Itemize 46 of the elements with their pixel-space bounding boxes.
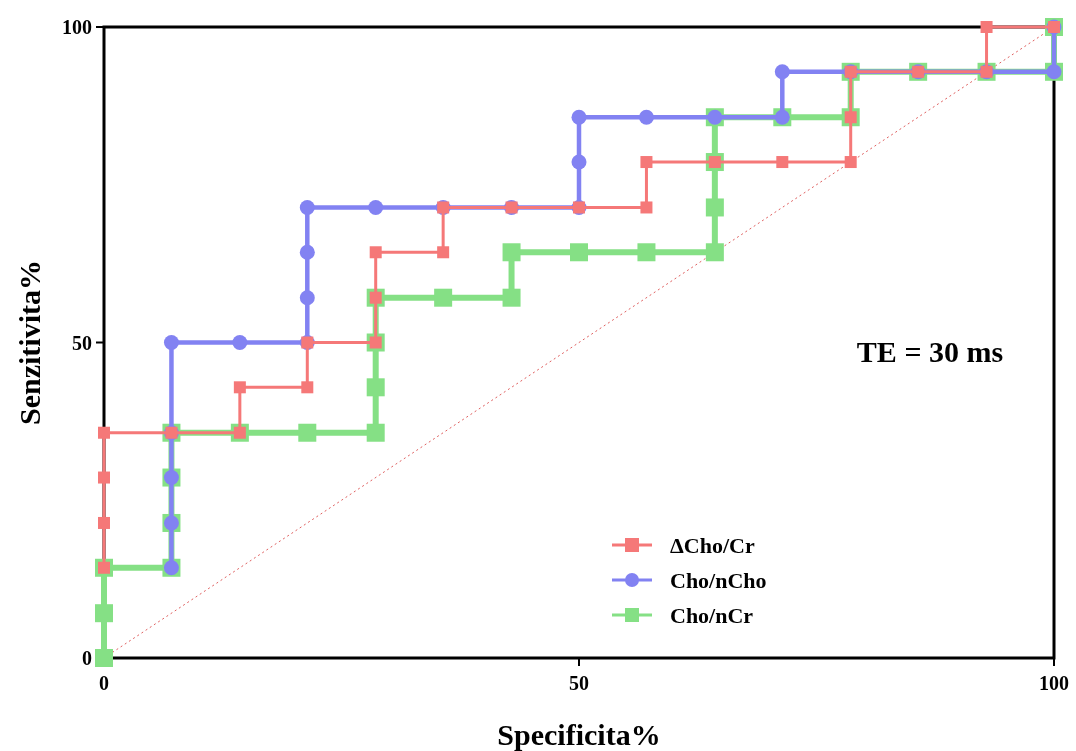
x-axis-title: Specificita% — [497, 718, 661, 751]
point — [570, 243, 588, 262]
x-tick-label: 50 — [569, 672, 589, 694]
point — [705, 198, 724, 217]
point — [233, 381, 246, 394]
point — [640, 201, 653, 214]
point — [774, 64, 790, 80]
x-tick-label: 100 — [1039, 672, 1069, 694]
point — [437, 246, 450, 259]
point — [776, 156, 789, 169]
point — [366, 423, 385, 442]
point — [434, 288, 453, 307]
point — [368, 199, 384, 215]
point — [299, 199, 315, 215]
legend-label: Cho/nCho — [670, 568, 767, 593]
point — [502, 288, 521, 307]
point — [366, 378, 385, 397]
point — [640, 156, 653, 169]
legend-label: Cho/nCr — [670, 603, 754, 628]
y-tick-label: 50 — [72, 331, 92, 354]
x-tick-label: 0 — [99, 672, 109, 694]
point — [980, 21, 993, 33]
y-tick-label: 0 — [82, 647, 92, 669]
point — [571, 154, 587, 170]
point — [95, 649, 113, 667]
point — [844, 156, 857, 169]
legend-label: ΔCho/Cr — [670, 533, 755, 558]
point — [369, 246, 382, 259]
point — [298, 423, 317, 442]
point — [163, 335, 179, 350]
point — [502, 243, 521, 262]
point — [638, 109, 654, 125]
point — [637, 243, 656, 262]
point — [299, 244, 315, 260]
point — [98, 471, 110, 484]
y-tick-label: 100 — [62, 16, 92, 38]
point — [705, 243, 724, 262]
y-axis-title: Senzitivita% — [13, 260, 46, 425]
annotation: TE = 30 ms — [856, 335, 1004, 368]
point — [95, 604, 113, 623]
point — [98, 516, 110, 529]
point — [98, 426, 110, 439]
point — [232, 335, 248, 350]
point — [301, 381, 314, 394]
point — [571, 109, 587, 125]
point — [299, 290, 315, 306]
